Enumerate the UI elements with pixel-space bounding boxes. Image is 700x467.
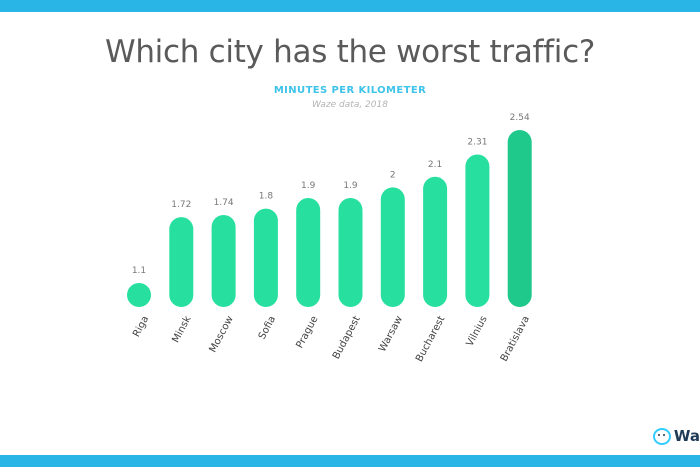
value-label-minsk: 1.72	[171, 200, 191, 210]
category-label-riga: Riga	[131, 314, 151, 339]
waze-icon	[652, 427, 671, 445]
bar-bucharest	[423, 176, 448, 307]
bar-warsaw	[380, 187, 405, 307]
value-label-warsaw: 2	[390, 170, 396, 180]
value-label-bratislava: 2.54	[510, 113, 530, 123]
chart-subtitle: MINUTES PER KILOMETER	[273, 85, 427, 96]
bar-sofia	[253, 208, 278, 307]
bottom-accent-band	[0, 455, 700, 467]
value-label-prague: 1.9	[301, 181, 316, 191]
top-accent-band	[0, 0, 700, 12]
category-label-moscow: Moscow	[208, 314, 236, 354]
category-label-bucharest: Bucharest	[414, 314, 447, 364]
bar-prague	[296, 198, 321, 307]
category-label-minsk: Minsk	[170, 314, 193, 345]
chart-source: Waze data, 2018	[312, 100, 388, 110]
value-label-sofia: 1.8	[259, 192, 274, 202]
value-label-budapest: 1.9	[343, 181, 358, 191]
value-label-vilnius: 2.31	[467, 137, 487, 147]
chart-title: Which city has the worst traffic?	[104, 34, 595, 70]
bar-bratislava	[507, 130, 532, 307]
bar-vilnius	[465, 154, 490, 307]
category-label-sofia: Sofia	[257, 314, 278, 341]
waze-logo: Wa	[652, 427, 700, 445]
category-label-warsaw: Warsaw	[377, 314, 405, 354]
value-label-moscow: 1.74	[214, 198, 234, 208]
category-label-bratislava: Bratislava	[499, 314, 532, 363]
value-label-riga: 1.1	[132, 266, 146, 276]
category-label-prague: Prague	[294, 314, 320, 350]
logo-text: Wa	[673, 427, 700, 445]
bar-minsk	[169, 217, 194, 307]
bar-riga	[127, 283, 151, 307]
bar-budapest	[338, 198, 363, 307]
category-label-vilnius: Vilnius	[465, 314, 490, 348]
category-label-budapest: Budapest	[331, 314, 363, 361]
value-label-bucharest: 2.1	[428, 160, 442, 170]
bar-moscow	[211, 215, 236, 307]
